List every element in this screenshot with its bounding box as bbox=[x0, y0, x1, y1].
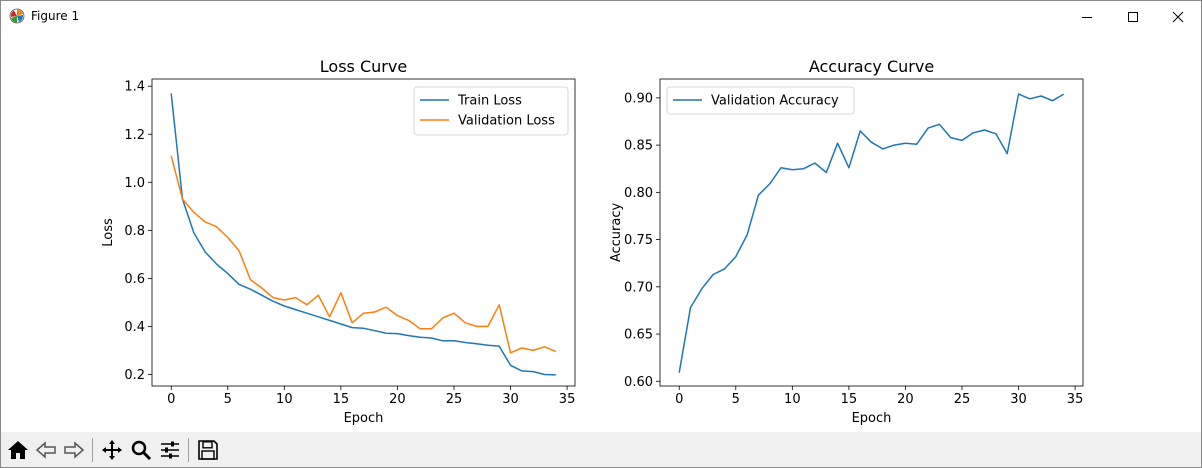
x-tick-label: 25 bbox=[954, 392, 971, 407]
x-tick-label: 5 bbox=[732, 392, 740, 407]
y-tick-label: 1.2 bbox=[124, 128, 145, 143]
series-line-validation-accuracy bbox=[678, 93, 1065, 373]
y-tick-label: 0.6 bbox=[124, 272, 145, 287]
configure-subplots-button[interactable] bbox=[158, 438, 182, 462]
legend-box bbox=[666, 86, 855, 115]
maximize-icon bbox=[1128, 11, 1138, 22]
y-tick-label: 0.85 bbox=[624, 139, 653, 154]
save-button[interactable] bbox=[196, 438, 220, 462]
y-tick-label: 0.90 bbox=[624, 91, 653, 106]
chart-1: 0 5 10 15 20 25 30 35 0.60 0.65 0.70 0.75 0.80 0.85 0.… bbox=[609, 57, 1084, 426]
chart-title: Loss Curve bbox=[320, 57, 407, 76]
x-tick-label: 35 bbox=[559, 392, 576, 407]
close-button[interactable] bbox=[1155, 1, 1201, 32]
legend-label: Validation Loss bbox=[458, 114, 555, 129]
legend: Train Loss Validation Loss bbox=[413, 86, 569, 136]
chart-0: 0 5 10 15 20 25 30 35 0.2 0.4 0.6 0.8 1.0 1.2 1.4 Loss … bbox=[101, 57, 576, 426]
y-axis-label: Loss bbox=[101, 218, 116, 247]
pan-icon bbox=[102, 440, 122, 460]
y-tick-label: 1.4 bbox=[124, 80, 145, 95]
minimize-icon bbox=[1082, 16, 1092, 18]
x-tick-label: 20 bbox=[897, 392, 914, 407]
x-tick-label: 10 bbox=[784, 392, 801, 407]
y-tick-label: 0.8 bbox=[124, 224, 145, 239]
plot-area: 0 5 10 15 20 25 30 35 0.2 0.4 0.6 0.8 1.0 1.2 1.4 Loss … bbox=[101, 57, 1084, 426]
series-line-train-loss bbox=[170, 93, 556, 376]
x-tick-label: 30 bbox=[1010, 392, 1027, 407]
chart-title: Accuracy Curve bbox=[809, 57, 934, 76]
minimize-button[interactable] bbox=[1064, 1, 1110, 32]
x-tick-label: 35 bbox=[1067, 392, 1084, 407]
title-bar[interactable]: Figure 1 bbox=[1, 1, 1201, 32]
toolbar-separator bbox=[188, 438, 189, 462]
axes-frame bbox=[659, 78, 1084, 387]
window-title: Figure 1 bbox=[31, 9, 80, 23]
figure-canvas[interactable]: 0 5 10 15 20 25 30 35 0.2 0.4 0.6 0.8 1.0 1.2 1.4 Loss … bbox=[1, 32, 1201, 432]
x-tick-label: 10 bbox=[276, 392, 293, 407]
legend-box bbox=[413, 86, 569, 136]
x-tick-label: 15 bbox=[841, 392, 858, 407]
y-tick-label: 0.65 bbox=[624, 328, 653, 343]
pan-button[interactable] bbox=[100, 438, 124, 462]
x-tick-label: 0 bbox=[675, 392, 683, 407]
forward-button[interactable] bbox=[62, 438, 86, 462]
zoom-icon bbox=[131, 440, 152, 461]
toolbar-separator bbox=[92, 438, 93, 462]
y-tick-label: 0.60 bbox=[624, 375, 653, 390]
save-icon bbox=[198, 440, 218, 460]
y-tick-label: 0.75 bbox=[624, 233, 653, 248]
x-tick-label: 5 bbox=[224, 392, 232, 407]
home-button[interactable] bbox=[6, 438, 30, 462]
close-icon bbox=[1172, 11, 1184, 22]
y-tick-label: 0.4 bbox=[124, 320, 145, 335]
matplotlib-icon bbox=[9, 8, 25, 24]
legend-label: Train Loss bbox=[457, 94, 522, 109]
legend: Validation Accuracy bbox=[666, 86, 855, 115]
x-axis-label: Epoch bbox=[852, 411, 892, 426]
forward-icon bbox=[64, 441, 85, 459]
y-tick-label: 0.80 bbox=[624, 186, 653, 201]
series-line-validation-loss bbox=[170, 155, 557, 354]
home-icon bbox=[8, 441, 28, 459]
x-axis-label: Epoch bbox=[344, 411, 384, 426]
x-tick-label: 30 bbox=[502, 392, 519, 407]
legend-label: Validation Accuracy bbox=[711, 94, 839, 109]
y-tick-label: 0.2 bbox=[124, 368, 145, 383]
x-tick-label: 20 bbox=[389, 392, 406, 407]
y-tick-label: 0.70 bbox=[624, 280, 653, 295]
y-axis-label: Accuracy bbox=[609, 203, 624, 263]
configure-subplots-icon bbox=[161, 441, 179, 459]
back-button[interactable] bbox=[34, 438, 58, 462]
x-tick-label: 15 bbox=[333, 392, 350, 407]
x-tick-label: 25 bbox=[446, 392, 463, 407]
zoom-button[interactable] bbox=[129, 438, 153, 462]
x-tick-label: 0 bbox=[167, 392, 175, 407]
navigation-toolbar bbox=[1, 432, 1201, 467]
back-icon bbox=[35, 441, 56, 459]
maximize-button[interactable] bbox=[1110, 1, 1156, 32]
y-tick-label: 1.0 bbox=[124, 176, 145, 191]
axes-frame bbox=[151, 78, 576, 387]
